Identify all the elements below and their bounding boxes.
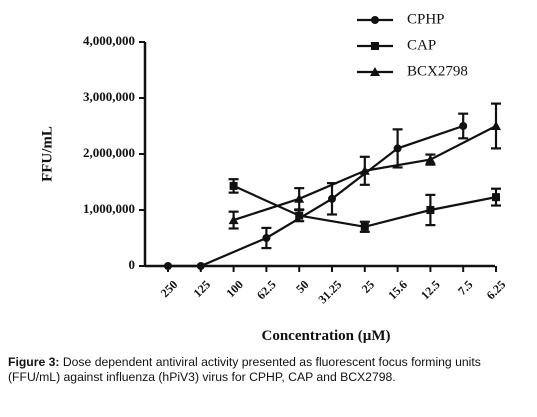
series-cap: [228, 178, 501, 233]
x-tick-label: 12.5: [418, 277, 443, 302]
line-chart: 0 1,000,000 2,000,000 3,000,000 4,000,000 25…: [39, 11, 509, 344]
x-tick-group: 250 125 100 62.5 50 31.25 25 15.6 12.5 7.5 6.25: [158, 266, 509, 306]
cphp-point: [196, 262, 205, 270]
bcx2798-point: [294, 193, 305, 203]
legend-item-cphp: CPHP: [357, 11, 445, 27]
cap-point: [426, 206, 435, 214]
bcx2798-point: [491, 121, 501, 130]
cphp-point: [459, 122, 468, 130]
y-tick-label: 3,000,000: [83, 89, 135, 104]
bcx2798-point: [228, 215, 239, 225]
caption-label: Figure 3:: [8, 355, 60, 369]
legend-marker: [371, 16, 379, 24]
cphp-point: [164, 262, 172, 270]
bcx2798-point: [359, 165, 370, 175]
y-tick-label: 4,000,000: [83, 33, 135, 48]
cphp-line: [168, 124, 464, 268]
caption-text: Dose dependent antiviral activity presen…: [8, 355, 481, 384]
cphp-point: [328, 194, 336, 203]
cap-point: [360, 222, 369, 231]
figure-caption: Figure 3: Dose dependent antiviral activ…: [8, 355, 530, 385]
y-tick-group: 0 1,000,000 2,000,000 3,000,000 4,000,000: [83, 33, 145, 272]
y-tick-label: 1,000,000: [83, 201, 135, 216]
legend-marker: [371, 42, 379, 50]
cphp-point: [262, 234, 271, 242]
x-tick-label: 7.5: [455, 277, 476, 298]
legend-label: BCX2798: [407, 63, 468, 79]
legend-label: CPHP: [407, 11, 445, 27]
x-tick-label: 15.6: [385, 277, 410, 302]
x-tick-label: 25: [359, 277, 377, 295]
y-axis-title: FFU/mL: [39, 126, 55, 182]
x-tick-label: 125: [191, 277, 214, 300]
x-axis-title: Concentration (µM): [261, 328, 390, 344]
cap-point: [295, 211, 304, 220]
cphp-point: [393, 144, 402, 153]
series-bcx2798: [228, 102, 501, 230]
x-tick-label: 100: [223, 277, 246, 300]
bcx2798-point: [425, 154, 436, 164]
x-tick-label: 62.5: [254, 277, 279, 302]
cap-point: [229, 181, 238, 190]
series-cphp: [164, 112, 469, 270]
x-tick-label: 50: [293, 277, 311, 295]
series-layer: [164, 102, 501, 270]
y-tick-label: 0: [129, 257, 136, 272]
legend-label: CAP: [407, 37, 436, 53]
legend: CPHP CAP BCX2798: [357, 11, 468, 79]
y-tick-label: 2,000,000: [83, 145, 135, 160]
x-tick-label: 31.25: [315, 277, 344, 306]
legend-marker: [370, 67, 380, 76]
x-tick-label: 250: [158, 277, 181, 300]
x-tick-label: 6.25: [484, 277, 509, 302]
cap-point: [492, 193, 500, 202]
legend-item-cap: CAP: [357, 37, 436, 53]
legend-item-bcx2798: BCX2798: [357, 63, 468, 79]
